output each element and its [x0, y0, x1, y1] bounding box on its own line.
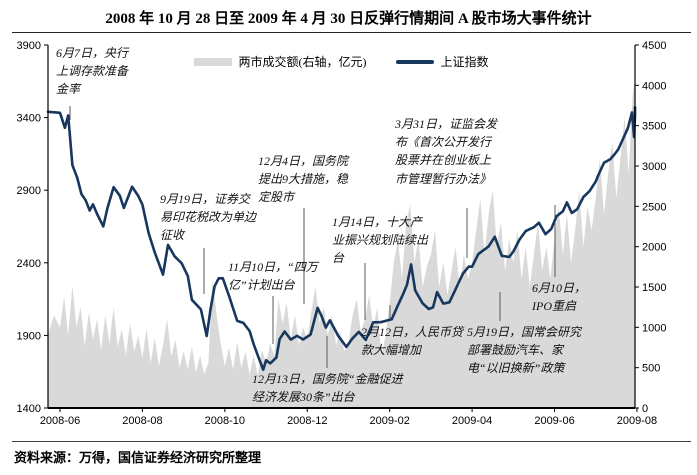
right-axis-tick-label: 3500 — [642, 121, 666, 133]
x-axis-tick-label: 2008-10 — [205, 415, 245, 427]
x-axis-tick-label: 2009-06 — [534, 415, 574, 427]
left-axis-tick-label: 1400 — [17, 403, 41, 415]
left-axis-tick-label: 1900 — [17, 330, 41, 342]
right-axis-tick-label: 0 — [642, 403, 648, 415]
x-axis-tick-label: 2009-02 — [369, 415, 409, 427]
left-axis-tick-label: 3900 — [17, 40, 41, 52]
index-line-series — [46, 106, 637, 372]
title-divider — [12, 32, 691, 33]
page-title: 2008 年 10 月 28 日至 2009 年 4 月 30 日反弹行情期间 … — [105, 11, 592, 27]
x-axis-tick-label: 2008-08 — [122, 415, 162, 427]
right-axis-tick-label: 1000 — [642, 322, 666, 334]
right-axis-tick-label: 1500 — [642, 282, 666, 294]
right-axis-tick-label: 3000 — [642, 161, 666, 173]
right-axis-tick-label: 500 — [642, 363, 660, 375]
x-axis-tick-label: 2009-04 — [452, 415, 492, 427]
data-source: 资料来源：万得，国信证券经济研究所整理 — [14, 450, 262, 465]
x-axis-tick-label: 2008-12 — [287, 415, 327, 427]
right-axis-tick-label: 2000 — [642, 242, 666, 254]
footer-divider — [12, 441, 691, 442]
right-axis-tick-label: 4500 — [642, 40, 666, 52]
index-legend-label: 上证指数 — [440, 55, 489, 69]
right-axis-tick-label: 2500 — [642, 201, 666, 213]
x-axis-tick-label: 2009-08 — [617, 415, 657, 427]
legend-item-index: 上证指数 — [396, 53, 489, 70]
right-axis-tick-label: 4000 — [642, 80, 666, 92]
left-axis-tick-label: 3400 — [17, 113, 41, 125]
x-axis-tick-label: 2008-06 — [40, 415, 80, 427]
index-line-swatch — [396, 59, 435, 64]
left-axis-tick-label: 2900 — [17, 185, 41, 197]
volume-legend-label: 两市成交额(右轴，亿元) — [238, 55, 367, 69]
left-axis-tick-label: 2400 — [17, 258, 41, 270]
chart-legend: 两市成交额(右轴，亿元) 上证指数 — [48, 53, 635, 70]
legend-item-volume: 两市成交额(右轴，亿元) — [194, 53, 366, 70]
volume-area-swatch — [194, 57, 233, 66]
volume-area-series — [48, 81, 635, 409]
